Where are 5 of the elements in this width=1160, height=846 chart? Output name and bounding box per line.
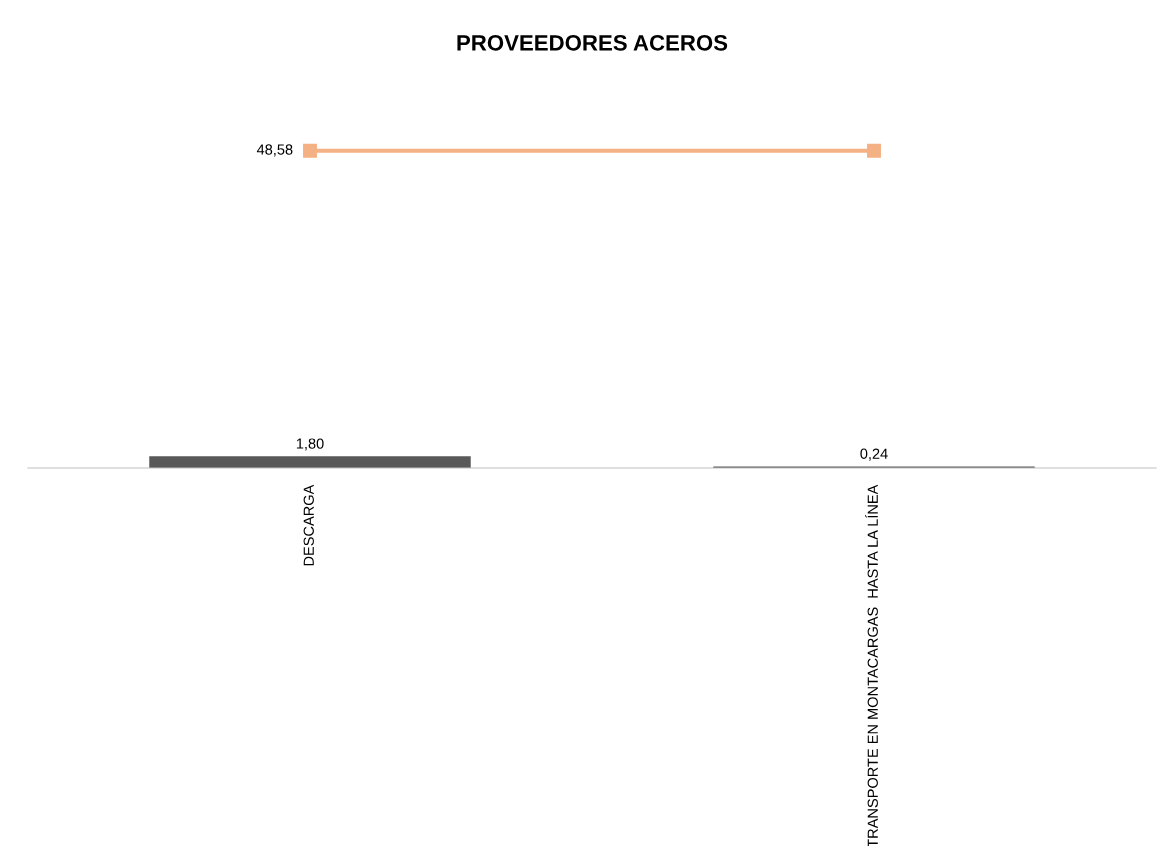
chart-title: PROVEEDORES ACEROS — [457, 34, 728, 51]
data-label: 1,80 — [296, 438, 324, 451]
data-label: 0,24 — [860, 448, 888, 461]
data-label: 48,58 — [256, 144, 293, 157]
x-tick-label: DESCARGA — [303, 484, 314, 566]
